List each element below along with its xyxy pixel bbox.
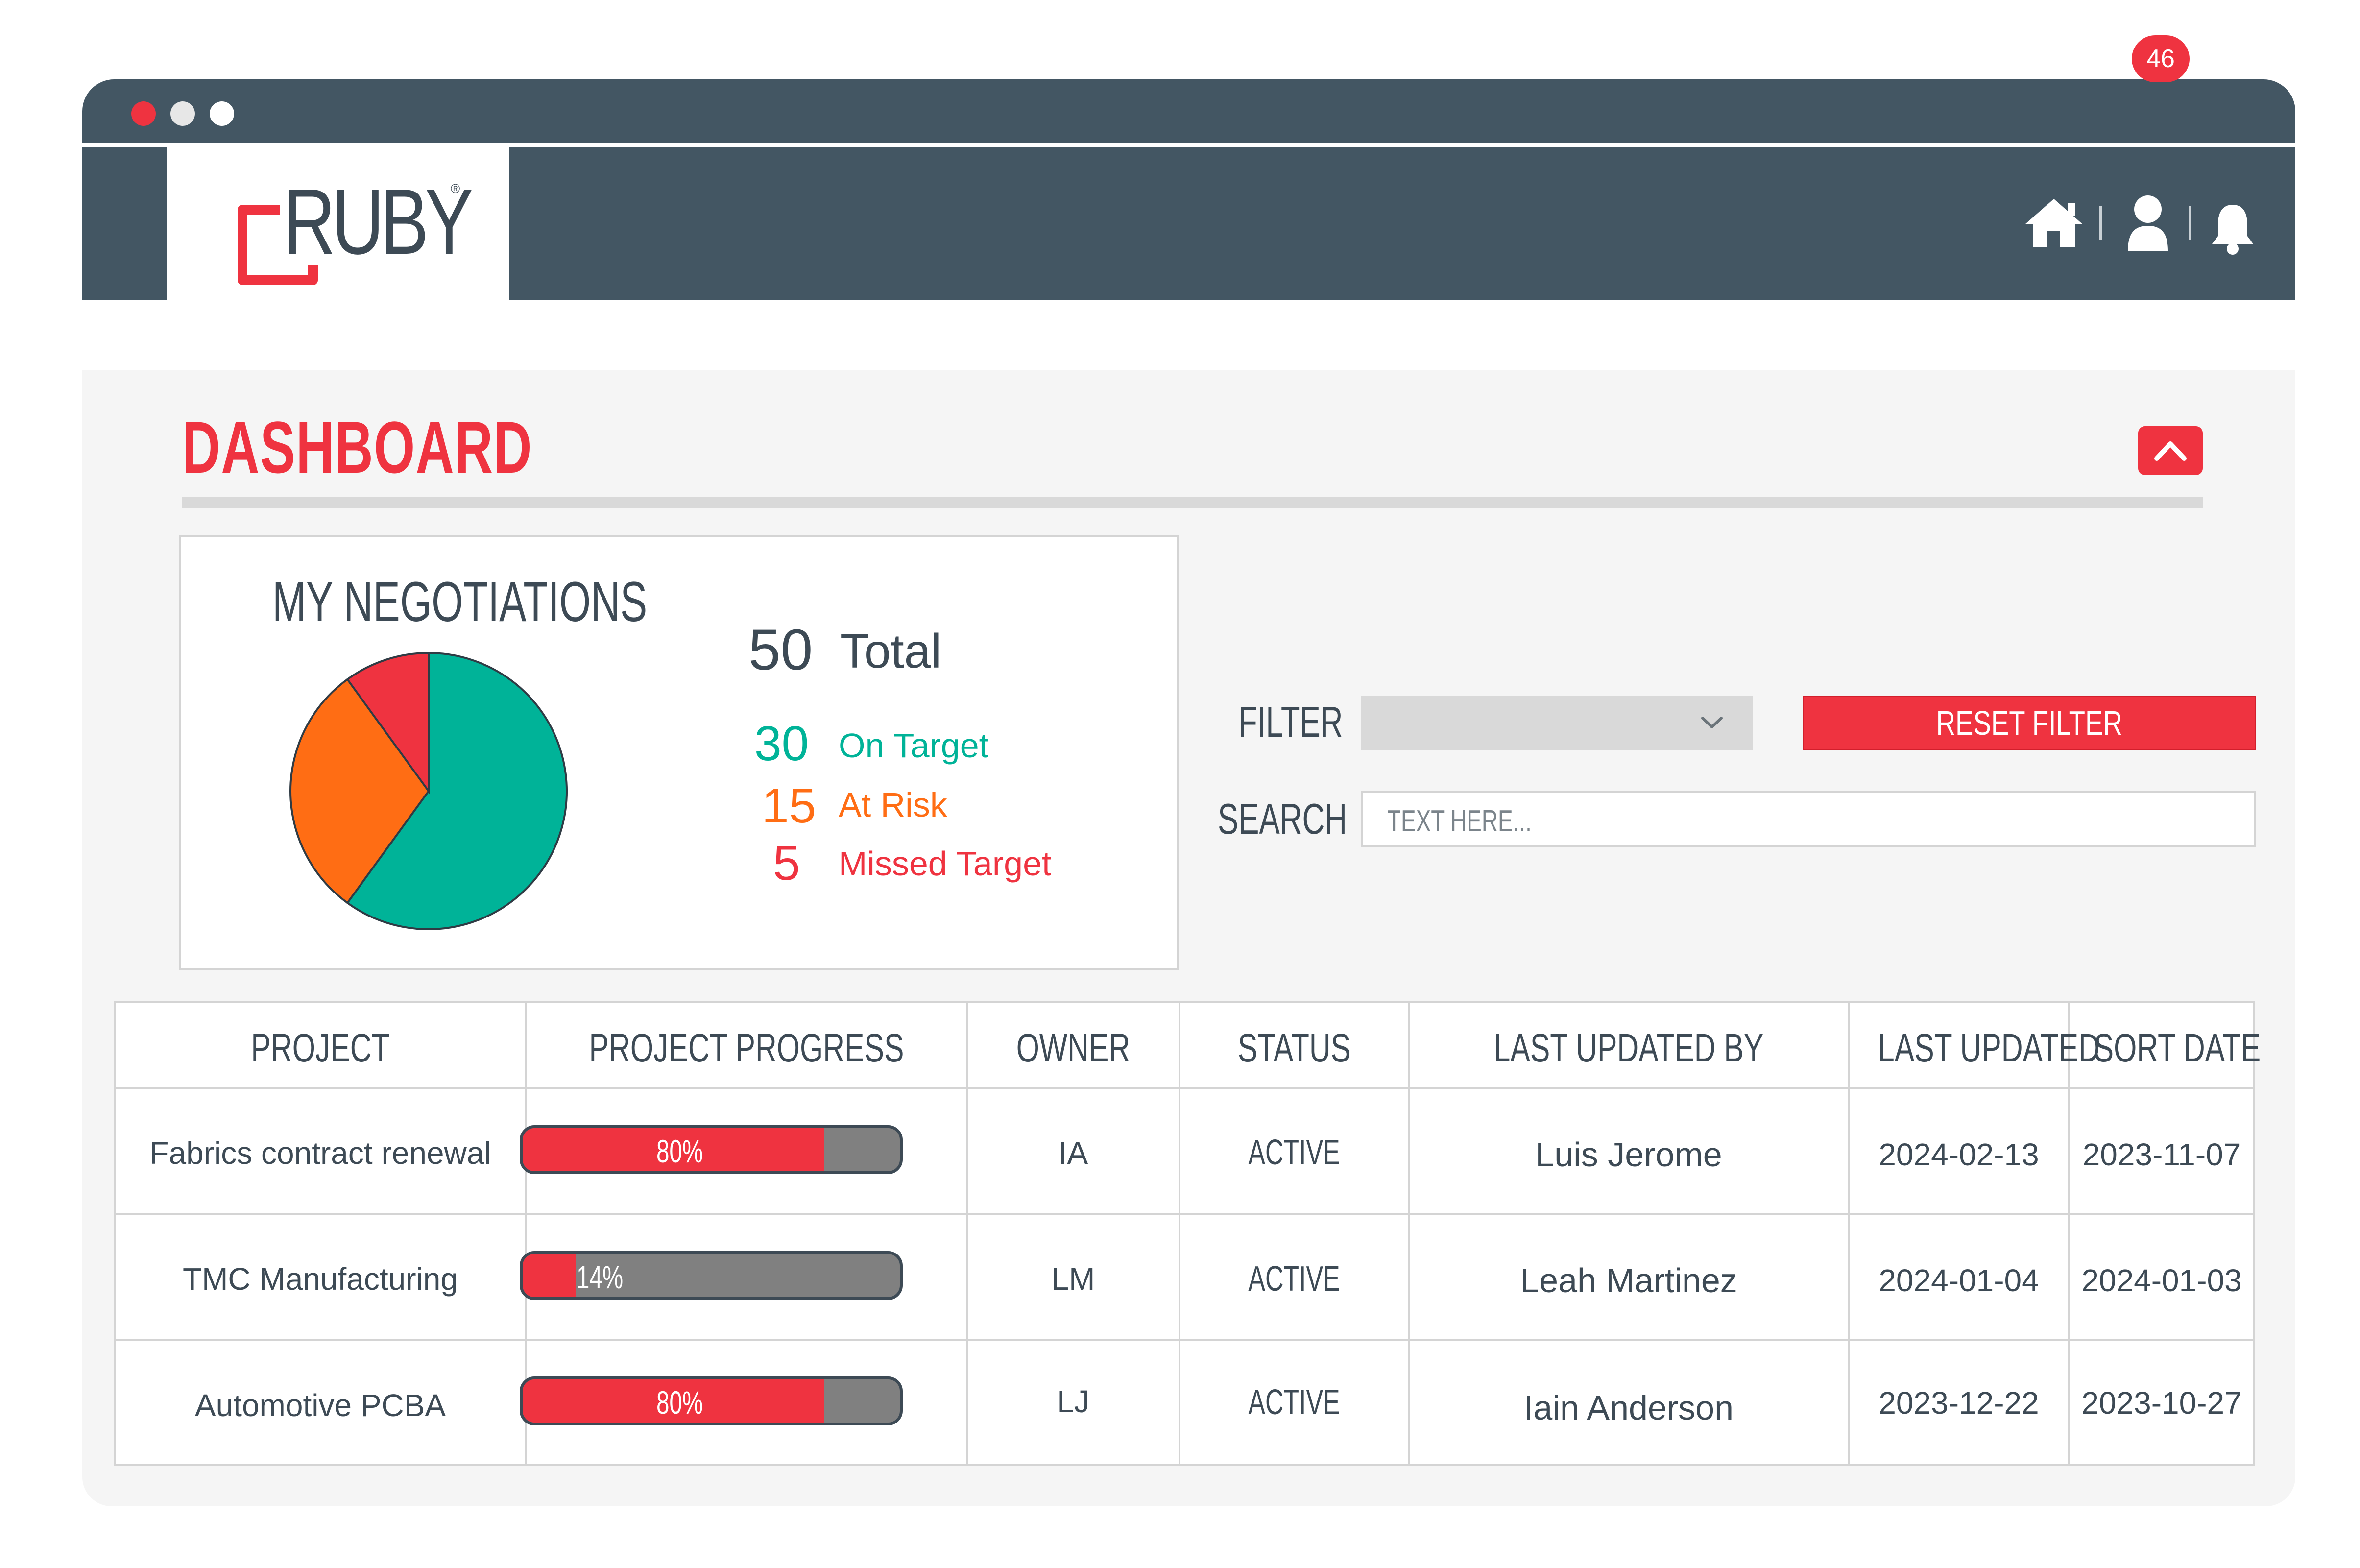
chevron-down-icon [1701, 717, 1723, 728]
column-divider [1179, 1003, 1180, 1464]
logo[interactable]: RUBY ® [167, 147, 509, 300]
sort-date: 2023-10-27 [2081, 1385, 2242, 1421]
progress-label: 80% [656, 1133, 703, 1169]
column-divider [966, 1003, 968, 1464]
progress-fill [523, 1128, 824, 1171]
missed-target-count: 5 [773, 836, 800, 891]
collapse-button[interactable] [2138, 426, 2203, 475]
progress-label: 80% [656, 1384, 703, 1421]
owner-initials: LM [1051, 1261, 1095, 1297]
project-name[interactable]: TMC Manufacturing [183, 1261, 458, 1297]
logo-bracket-icon [238, 205, 318, 285]
project-name[interactable]: Automotive PCBA [194, 1388, 446, 1423]
project-name[interactable]: Fabrics contract renewal [149, 1135, 491, 1171]
row-divider [116, 1339, 2253, 1341]
column-header-progress[interactable]: PROJECT PROGRESS [589, 1026, 904, 1070]
on-target-label: On Target [839, 726, 989, 765]
column-divider [525, 1003, 527, 1464]
column-divider [1848, 1003, 1850, 1464]
title-divider [182, 497, 2203, 508]
app-header: RUBY ® [82, 147, 2295, 300]
updated-by-name: Leah Martinez [1520, 1261, 1737, 1300]
row-divider [116, 1213, 2253, 1215]
notification-badge[interactable]: 46 [2132, 35, 2190, 82]
sort-date: 2024-01-03 [2081, 1263, 2242, 1298]
chrome-separator [82, 143, 2295, 147]
negotiations-pie-chart [289, 651, 568, 930]
header-divider [2099, 206, 2102, 240]
pie-slice-missed-target [346, 651, 430, 795]
column-divider [1408, 1003, 1410, 1464]
status-text: ACTIVE [1248, 1259, 1340, 1299]
status-text: ACTIVE [1248, 1383, 1340, 1422]
sort-date: 2023-11-07 [2082, 1137, 2241, 1172]
bell-icon[interactable] [2208, 201, 2257, 255]
column-header-last-updated[interactable]: LAST UPDATED [1878, 1026, 2100, 1070]
last-updated-date: 2024-01-04 [1878, 1263, 2039, 1298]
missed-target-label: Missed Target [839, 844, 1052, 883]
search-input[interactable]: TEXT HERE... [1361, 791, 2256, 847]
reset-filter-button[interactable]: RESET FILTER [1803, 696, 2256, 750]
column-header-project[interactable]: PROJECT [251, 1026, 390, 1070]
search-label: SEARCH [1218, 795, 1348, 843]
on-target-count: 30 [754, 716, 809, 771]
logo-text: RUBY [283, 170, 473, 274]
negotiations-title: MY NEGOTIATIONS [272, 571, 648, 633]
column-header-last-updated-by[interactable]: LAST UPDATED BY [1493, 1026, 1764, 1070]
row-divider [116, 1087, 2253, 1089]
page-title: DASHBOARD [182, 406, 532, 488]
header-divider [2189, 206, 2191, 240]
progress-fill [523, 1254, 576, 1297]
column-divider [2068, 1003, 2070, 1464]
total-label: Total [840, 624, 942, 678]
maximize-window-dot[interactable] [210, 101, 234, 126]
logo-registered-mark: ® [451, 181, 460, 196]
at-risk-label: At Risk [839, 786, 947, 824]
progress-fill [523, 1379, 824, 1423]
chevron-up-icon [2154, 441, 2187, 461]
owner-initials: IA [1058, 1135, 1088, 1171]
browser-window: RUBY ® [82, 79, 2295, 300]
last-updated-date: 2024-02-13 [1878, 1137, 2039, 1172]
total-count: 50 [748, 618, 813, 682]
column-header-status[interactable]: STATUS [1237, 1026, 1351, 1070]
status-text: ACTIVE [1248, 1133, 1340, 1172]
progress-label: 14% [577, 1259, 624, 1295]
progress-bar: 14% [520, 1251, 903, 1300]
at-risk-count: 15 [762, 778, 817, 833]
projects-table: PROJECT PROJECT PROGRESS OWNER STATUS LA… [114, 1001, 2261, 1466]
pie-slice-on-target [346, 651, 568, 930]
title-bar [82, 79, 2295, 143]
column-header-owner[interactable]: OWNER [1016, 1026, 1131, 1070]
filter-label: FILTER [1238, 698, 1343, 746]
updated-by-name: Iain Anderson [1523, 1389, 1734, 1427]
search-placeholder: TEXT HERE... [1387, 804, 1532, 838]
owner-initials: LJ [1057, 1384, 1090, 1419]
minimize-window-dot[interactable] [170, 101, 195, 126]
user-icon[interactable] [2125, 193, 2171, 252]
close-window-dot[interactable] [131, 101, 156, 126]
progress-bar: 80% [520, 1125, 903, 1174]
updated-by-name: Luis Jerome [1535, 1135, 1722, 1174]
home-icon[interactable] [2022, 196, 2086, 250]
reset-filter-label: RESET FILTER [1936, 704, 2123, 742]
filter-dropdown[interactable] [1361, 696, 1753, 750]
progress-bar: 80% [520, 1376, 903, 1425]
pie-slice-at-risk [289, 678, 430, 904]
column-header-sort-date[interactable]: SORT DATE [2094, 1026, 2261, 1070]
last-updated-date: 2023-12-22 [1878, 1385, 2039, 1421]
